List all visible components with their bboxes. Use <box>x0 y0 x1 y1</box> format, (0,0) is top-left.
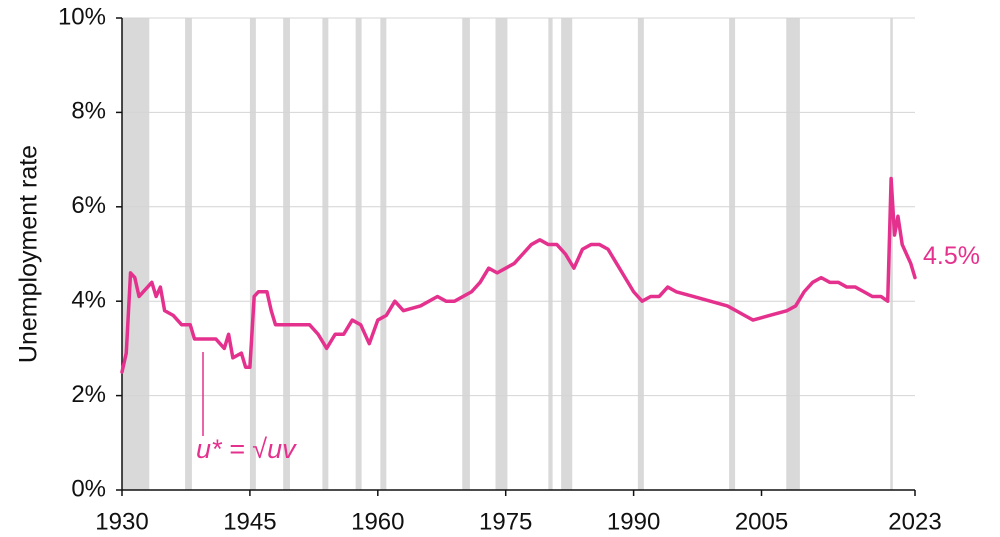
recession-band <box>355 18 362 490</box>
y-tick-label: 4% <box>71 287 106 314</box>
line <box>120 176 917 374</box>
recession-band <box>462 18 470 490</box>
recession-band <box>890 18 893 490</box>
annotation: u* = √uv <box>196 434 297 464</box>
x-tick-label: 1960 <box>351 508 404 535</box>
recession-band <box>322 18 329 490</box>
y-tick-label: 6% <box>71 192 106 219</box>
recession-band <box>380 18 387 490</box>
recession-band <box>729 18 736 490</box>
x-tick-label: 1975 <box>479 508 532 535</box>
recession-band <box>495 18 508 490</box>
recession-band <box>185 18 192 490</box>
y-tick-label: 2% <box>71 381 106 408</box>
recession-band <box>122 18 150 490</box>
recession-band <box>283 18 290 490</box>
recession-band <box>637 18 644 490</box>
x-tick-label: 1945 <box>223 508 276 535</box>
y-tick-label: 0% <box>71 475 106 502</box>
recession-band <box>786 18 800 490</box>
x-tick-label: 1930 <box>95 508 148 535</box>
y-tick-label: 10% <box>58 3 106 30</box>
y-tick-label: 8% <box>71 98 106 125</box>
value-label: 4.5% <box>923 242 980 270</box>
x-tick-label: 1990 <box>607 508 660 535</box>
x-tick-label: 2023 <box>888 508 941 535</box>
recession-band <box>548 18 553 490</box>
x-tick-label: 2005 <box>735 508 788 535</box>
recession-band <box>249 18 256 490</box>
background-layer <box>122 17 915 491</box>
y-axis-label: Unemployment rate <box>15 145 43 363</box>
